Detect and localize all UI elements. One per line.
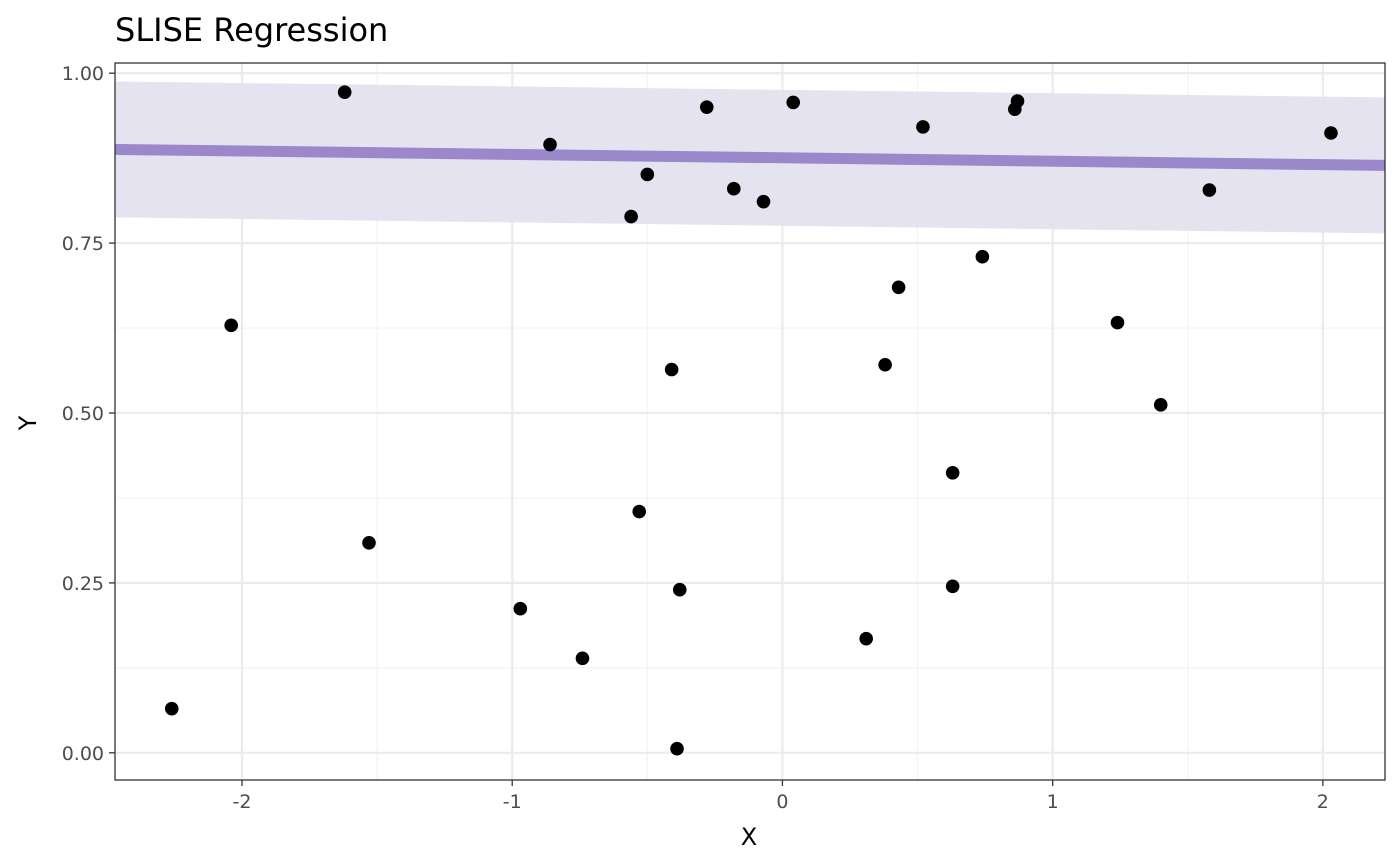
data-point <box>756 194 771 209</box>
y-tick-label: 0.75 <box>62 233 104 255</box>
data-point <box>945 466 960 480</box>
data-point <box>632 504 647 519</box>
data-point <box>1110 315 1125 330</box>
data-point <box>786 95 801 110</box>
data-point <box>543 137 557 152</box>
x-tick-label: -2 <box>233 791 252 813</box>
data-point <box>664 362 679 377</box>
x-tick-label: 0 <box>776 791 788 813</box>
x-axis-ticks: -2 -1 0 1 2 <box>233 780 1329 813</box>
data-point <box>859 631 873 646</box>
data-point <box>975 249 990 264</box>
data-point <box>916 120 930 134</box>
data-point <box>575 651 590 666</box>
data-point <box>362 536 376 550</box>
x-tick-label: 1 <box>1047 791 1059 813</box>
regression-line <box>114 143 1386 171</box>
data-point <box>672 582 687 597</box>
chart-title: SLISE Regression <box>115 11 388 49</box>
data-point <box>640 167 655 182</box>
data-point <box>164 701 179 716</box>
regression-line-layer <box>114 143 1386 171</box>
data-point <box>337 85 352 100</box>
y-tick-label: 1.00 <box>62 63 104 85</box>
data-point <box>1202 183 1217 197</box>
data-point <box>513 601 528 616</box>
x-tick-label: -1 <box>503 791 522 813</box>
y-axis-title: Y <box>14 415 42 431</box>
y-tick-label: 0.00 <box>62 743 104 765</box>
data-point <box>1324 126 1338 140</box>
y-tick-label: 0.25 <box>62 573 104 595</box>
data-point <box>878 357 892 372</box>
data-point <box>624 209 638 224</box>
data-points <box>164 85 1338 756</box>
data-point <box>945 579 960 594</box>
data-point <box>891 280 906 295</box>
y-axis-ticks: 0.00 0.25 0.50 0.75 1.00 <box>62 63 115 765</box>
data-point <box>1153 398 1168 412</box>
x-tick-label: 2 <box>1317 791 1329 813</box>
data-point <box>726 181 741 196</box>
data-point <box>224 318 238 333</box>
y-tick-label: 0.50 <box>62 403 104 425</box>
data-point <box>670 741 684 756</box>
x-axis-title: X <box>741 823 757 851</box>
panel-border <box>114 62 1386 781</box>
data-point <box>699 100 714 114</box>
data-point <box>1010 94 1025 108</box>
